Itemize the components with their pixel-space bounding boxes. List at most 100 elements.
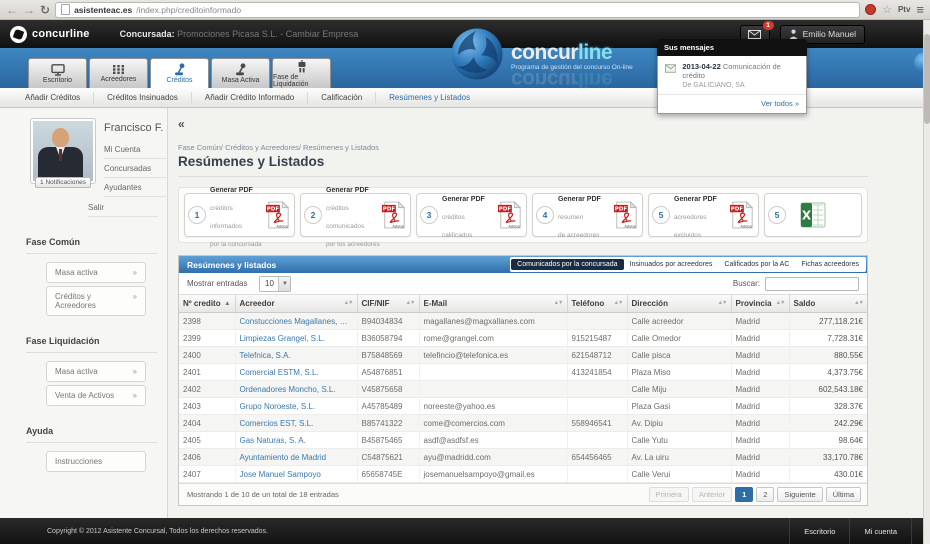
sidebar-button-venta-activos[interactable]: Venta de Activos»: [46, 385, 146, 406]
user-menu-button[interactable]: Emilio Manuel: [779, 24, 865, 44]
forward-icon[interactable]: →: [23, 2, 35, 17]
envelope-icon: [665, 64, 677, 73]
col-email[interactable]: E-Mail ▲▼: [418, 295, 567, 313]
filter-insinuados-acreedores[interactable]: Insinuados por acreedores: [629, 261, 713, 268]
tab-escritorio[interactable]: Escritorio: [28, 58, 87, 88]
message-item[interactable]: 2013-04-22 Comunicación de crédito De GA…: [658, 56, 806, 95]
svg-text:X: X: [802, 209, 812, 223]
extension-label[interactable]: Ptv: [897, 5, 911, 14]
cell-credito: 2400: [179, 346, 235, 364]
cell-credito: 2401: [179, 363, 235, 381]
sort-icon: ▲▼: [613, 300, 624, 306]
collapse-sidebar-button[interactable]: «: [178, 117, 185, 131]
sidebar-button-instrucciones[interactable]: Instrucciones: [46, 451, 146, 472]
generate-pdf-resumen-button[interactable]: 4 Generar PDF resumen de acreedores PDF A…: [532, 193, 643, 239]
address-bar[interactable]: asistenteac.es/index.php/creditoinformad…: [55, 1, 861, 18]
tab-masa-activa[interactable]: Masa Activa: [211, 58, 270, 88]
sidebar-link-ayudantes[interactable]: Ayudantes: [104, 178, 166, 197]
acreedor-link[interactable]: Jose Manuel Sampoyo: [234, 465, 357, 483]
cell-saldo: 602,543.18€: [788, 380, 867, 398]
acreedor-link[interactable]: Comercios EST, S.L.: [234, 414, 357, 432]
cell-telefono: 654456465: [566, 448, 627, 466]
search-input[interactable]: [765, 276, 859, 291]
cell-provincia: Madrid: [730, 414, 789, 432]
acreedor-link[interactable]: Telefnica, S.A.: [234, 346, 357, 364]
filter-fichas-acreedores[interactable]: Fichas acreedores: [801, 261, 859, 268]
section-ayuda: Ayuda Instrucciones: [26, 426, 167, 472]
cell-telefono: [566, 397, 627, 415]
generate-pdf-informados-button[interactable]: 1 Generar PDF créditos informados por la …: [184, 187, 295, 248]
tab-acreedores[interactable]: Acreedores: [89, 58, 148, 88]
cell-direccion: Calle Verui: [626, 465, 731, 483]
brand-name: concurline: [32, 28, 90, 40]
prev-page-button[interactable]: Anterior: [691, 487, 733, 502]
cell-cif: A45785489: [356, 397, 419, 415]
subnav-anadir-creditos[interactable]: Añadir Créditos: [12, 91, 95, 104]
page-body: 1 Notificaciones Francisco F. Mi Cuenta …: [0, 108, 930, 518]
back-icon[interactable]: ←: [6, 2, 18, 17]
first-page-button[interactable]: Primera: [648, 487, 689, 502]
svg-text:PDF: PDF: [615, 207, 628, 213]
view-all-messages-link[interactable]: Ver todos »: [761, 99, 799, 108]
col-numero-credito[interactable]: Nº credito ▲: [179, 295, 235, 313]
col-telefono[interactable]: Teléfono ▲▼: [566, 295, 627, 313]
tab-fase-liquidacion[interactable]: Fase de Liquidación: [272, 58, 331, 88]
extension-icon[interactable]: [865, 4, 877, 15]
page-2-button[interactable]: 2: [756, 487, 775, 502]
cell-telefono: [566, 431, 627, 449]
col-provincia[interactable]: Provincia ▲▼: [730, 295, 789, 313]
tab-creditos[interactable]: Créditos: [150, 58, 209, 88]
last-page-button[interactable]: Última: [825, 487, 861, 502]
subnav-calificacion[interactable]: Calificación: [308, 91, 377, 104]
section-title: Ayuda: [26, 426, 54, 436]
subnav-creditos-insinuados[interactable]: Créditos Insinuados: [94, 91, 192, 104]
filter-calificados-ac[interactable]: Calificados por la AC: [724, 261, 790, 268]
section-title: Fase Común: [26, 237, 81, 247]
acreedor-link[interactable]: Limpiezas Grangel, S.L.: [234, 329, 357, 347]
subnav-resumenes-listados[interactable]: Resúmenes y Listados: [389, 92, 471, 102]
cell-email: noreeste@yahoo.es: [418, 397, 567, 415]
cell-credito: 2406: [179, 448, 235, 466]
sidebar-button-creditos-acreedores[interactable]: Créditos y Acreedores»: [46, 286, 146, 316]
acreedor-link[interactable]: Gas Naturas, S. A.: [234, 431, 357, 449]
acreedor-link[interactable]: Grupo Noroeste, S.L.: [234, 397, 357, 415]
acreedor-link[interactable]: Ordenadores Moncho, S.L.: [234, 380, 357, 398]
entries-select[interactable]: 10 ▼: [259, 275, 292, 292]
brand-logo[interactable]: concurline: [10, 25, 90, 43]
generate-pdf-calificados-button[interactable]: 3 Generar PDF créditos calificados PDF Ad…: [416, 193, 527, 239]
sort-icon: ▲▼: [854, 300, 864, 306]
logout-link[interactable]: Salir: [88, 203, 158, 217]
globe-icon: [451, 28, 503, 80]
notifications-button[interactable]: 1 Notificaciones: [35, 177, 91, 188]
reload-icon[interactable]: ↻: [40, 2, 51, 17]
filter-comunicados-concursada[interactable]: Comunicados por la concursada: [511, 259, 624, 270]
col-saldo[interactable]: Saldo ▲▼: [788, 295, 867, 313]
acreedor-link[interactable]: Ayuntamiento de Madrid: [234, 448, 357, 466]
generate-pdf-excluidos-button[interactable]: 5 Generar PDF acreedores excluidos PDF Ad…: [648, 193, 759, 239]
footer-link-mi-cuenta[interactable]: Mi cuenta: [849, 518, 912, 544]
sidebar-link-concursadas[interactable]: Concursadas: [104, 159, 166, 178]
sidebar-link-mi-cuenta[interactable]: Mi Cuenta: [104, 140, 166, 159]
page-1-button[interactable]: 1: [735, 487, 754, 502]
browser-menu-icon[interactable]: ≡: [916, 2, 924, 17]
change-company-link[interactable]: - Cambiar Empresa: [280, 29, 359, 39]
footer-link-escritorio[interactable]: Escritorio: [789, 518, 849, 544]
bookmark-star-icon[interactable]: ☆: [882, 4, 892, 16]
cell-provincia: Madrid: [730, 380, 789, 398]
generate-excel-button[interactable]: 5 X: [764, 193, 862, 237]
col-direccion[interactable]: Dirección ▲▼: [626, 295, 731, 313]
generate-pdf-comunicados-button[interactable]: 2 Generar PDF créditos comunicados por lo…: [300, 187, 411, 248]
browser-scrollbar[interactable]: [923, 20, 930, 544]
cell-saldo: 7,728.31€: [788, 329, 867, 347]
scrollbar-thumb[interactable]: [924, 34, 930, 124]
acreedor-link[interactable]: Comercial ESTM, S.L.: [234, 363, 357, 381]
subnav-anadir-credito-informado[interactable]: Añadir Crédito Informado: [192, 91, 309, 104]
sidebar-button-masa-activa-liq[interactable]: Masa activa»: [46, 361, 146, 382]
next-page-button[interactable]: Siguiente: [777, 487, 823, 502]
acreedor-link[interactable]: Constucciones Magallanes, S.L.: [234, 312, 357, 330]
cell-cif: B45875465: [356, 431, 419, 449]
sidebar-button-masa-activa[interactable]: Masa activa»: [46, 262, 146, 283]
col-cif[interactable]: CIF/NIF ▲▼: [356, 295, 419, 313]
table-row: 2404 Comercios EST, S.L. B85741322 come@…: [179, 414, 867, 432]
col-acreedor[interactable]: Acreedor ▲▼: [234, 295, 357, 313]
